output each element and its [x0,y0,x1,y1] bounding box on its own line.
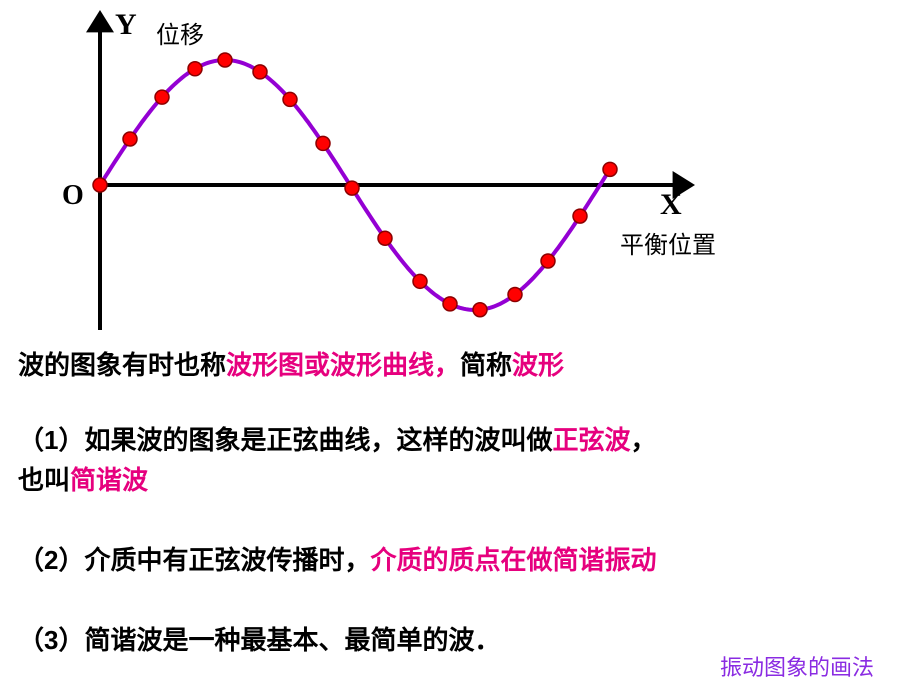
footer-note: 振动图象的画法 [720,650,874,682]
text-line-1: 波的图象有时也称波形图或波形曲线，简称波形 [18,345,564,385]
text-2-part1: （1）如果波的图象是正弦曲线，这样的波叫做 [18,425,552,455]
text-1-part2: 简称 [460,350,512,380]
wave-chart: Y 位移 O X 平衡位置 [0,0,920,340]
text-2-part2: ， [630,425,656,455]
origin-label: O [62,180,84,212]
text-line-2: （1）如果波的图象是正弦曲线，这样的波叫做正弦波， 也叫简谐波 [18,420,657,501]
text-2-h1: 正弦波 [552,425,630,455]
text-2-part3: 也叫 [18,465,70,495]
text-3-h1: 介质的质点在做简谐振动 [370,545,656,575]
text-1-h2: 波形 [512,350,564,380]
text-2-h2: 简谐波 [70,465,148,495]
text-4-part1: （3）简谐波是一种最基本、最简单的波． [18,625,500,655]
y-axis-label: Y [115,8,137,42]
x-axis-sublabel: 平衡位置 [620,225,716,260]
x-axis-label: X [660,188,682,222]
text-line-4: （3）简谐波是一种最基本、最简单的波． [18,620,500,660]
text-3-part1: （2）介质中有正弦波传播时， [18,545,370,575]
y-axis-label-cn: 位移 [156,15,204,50]
chart-svg [0,0,920,340]
text-1-part1: 波的图象有时也称 [18,350,226,380]
text-line-3: （2）介质中有正弦波传播时，介质的质点在做简谐振动 [18,540,656,580]
text-1-h1: 波形图或波形曲线， [226,350,460,380]
